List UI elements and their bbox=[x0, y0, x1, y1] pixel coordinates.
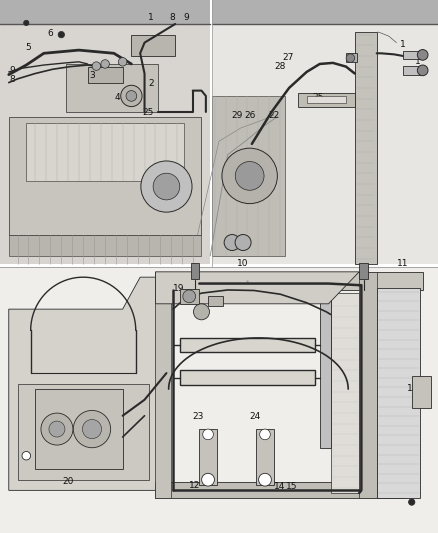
Circle shape bbox=[121, 85, 142, 107]
Text: 9: 9 bbox=[183, 13, 189, 21]
Text: 18: 18 bbox=[407, 384, 418, 392]
Circle shape bbox=[73, 410, 111, 448]
Polygon shape bbox=[0, 0, 210, 264]
Circle shape bbox=[346, 54, 355, 62]
Polygon shape bbox=[412, 376, 431, 408]
Circle shape bbox=[235, 161, 264, 190]
Text: 14: 14 bbox=[274, 482, 285, 490]
Circle shape bbox=[82, 419, 102, 439]
Text: 25: 25 bbox=[312, 93, 323, 101]
Polygon shape bbox=[155, 272, 359, 304]
Polygon shape bbox=[212, 0, 438, 24]
Text: 1: 1 bbox=[148, 13, 154, 21]
Circle shape bbox=[203, 429, 213, 440]
Polygon shape bbox=[256, 429, 274, 485]
Polygon shape bbox=[35, 389, 123, 469]
Text: 1: 1 bbox=[400, 41, 406, 49]
Polygon shape bbox=[377, 288, 420, 498]
Circle shape bbox=[194, 304, 209, 320]
Polygon shape bbox=[212, 0, 438, 264]
Circle shape bbox=[409, 499, 415, 505]
Circle shape bbox=[258, 473, 272, 486]
Circle shape bbox=[58, 31, 64, 38]
Circle shape bbox=[92, 62, 101, 70]
Polygon shape bbox=[26, 123, 184, 181]
Text: 27: 27 bbox=[283, 53, 294, 62]
Polygon shape bbox=[0, 0, 210, 24]
Polygon shape bbox=[298, 93, 355, 107]
Text: 1: 1 bbox=[415, 58, 421, 66]
Polygon shape bbox=[320, 298, 331, 448]
Text: 16: 16 bbox=[197, 306, 208, 314]
Text: 29: 29 bbox=[232, 111, 243, 119]
Text: 5: 5 bbox=[25, 44, 32, 52]
Text: 8: 8 bbox=[9, 76, 15, 84]
Circle shape bbox=[24, 20, 29, 26]
Text: 4: 4 bbox=[115, 93, 120, 101]
Text: 10: 10 bbox=[237, 260, 249, 268]
Polygon shape bbox=[191, 263, 199, 279]
Polygon shape bbox=[155, 272, 171, 498]
Text: 11: 11 bbox=[397, 260, 409, 268]
Circle shape bbox=[153, 173, 180, 200]
Polygon shape bbox=[346, 53, 357, 62]
Circle shape bbox=[224, 235, 240, 251]
Polygon shape bbox=[359, 272, 377, 498]
Circle shape bbox=[235, 235, 251, 251]
Polygon shape bbox=[88, 67, 123, 83]
Text: 19: 19 bbox=[173, 285, 184, 293]
Circle shape bbox=[41, 413, 73, 445]
Polygon shape bbox=[180, 289, 199, 304]
Text: *: * bbox=[246, 279, 249, 286]
Polygon shape bbox=[212, 96, 285, 256]
Polygon shape bbox=[208, 296, 223, 306]
Polygon shape bbox=[131, 35, 175, 56]
Polygon shape bbox=[199, 429, 217, 485]
Text: 22: 22 bbox=[268, 111, 279, 119]
Circle shape bbox=[417, 65, 428, 76]
Polygon shape bbox=[307, 96, 346, 103]
Polygon shape bbox=[9, 235, 201, 256]
Polygon shape bbox=[9, 277, 162, 490]
Text: 9: 9 bbox=[9, 66, 15, 75]
Circle shape bbox=[118, 58, 127, 66]
Text: 15: 15 bbox=[286, 482, 297, 490]
Polygon shape bbox=[180, 338, 315, 352]
Circle shape bbox=[141, 161, 192, 212]
Circle shape bbox=[126, 91, 137, 101]
Polygon shape bbox=[180, 370, 315, 385]
Polygon shape bbox=[18, 384, 149, 480]
Text: 6: 6 bbox=[47, 29, 53, 37]
Polygon shape bbox=[359, 263, 368, 279]
Polygon shape bbox=[9, 117, 201, 235]
Circle shape bbox=[260, 429, 270, 440]
Polygon shape bbox=[66, 64, 158, 112]
Text: 23: 23 bbox=[193, 413, 204, 421]
Polygon shape bbox=[403, 51, 420, 59]
Polygon shape bbox=[403, 66, 420, 75]
Polygon shape bbox=[155, 272, 423, 290]
Circle shape bbox=[101, 60, 110, 68]
Text: 2: 2 bbox=[148, 79, 154, 88]
Polygon shape bbox=[331, 293, 359, 493]
Text: 20: 20 bbox=[62, 478, 74, 486]
Circle shape bbox=[201, 473, 215, 486]
Polygon shape bbox=[155, 482, 406, 498]
Text: 26: 26 bbox=[244, 111, 255, 119]
Polygon shape bbox=[355, 32, 377, 264]
Text: 13: 13 bbox=[209, 297, 220, 305]
Text: 28: 28 bbox=[275, 62, 286, 70]
Text: 8: 8 bbox=[169, 13, 175, 21]
Circle shape bbox=[222, 148, 277, 204]
Circle shape bbox=[417, 50, 428, 60]
Text: 25: 25 bbox=[142, 109, 154, 117]
Circle shape bbox=[22, 451, 31, 460]
Text: 12: 12 bbox=[189, 481, 201, 489]
Text: 24: 24 bbox=[249, 413, 261, 421]
Circle shape bbox=[183, 290, 196, 303]
Circle shape bbox=[49, 421, 65, 437]
Text: 3: 3 bbox=[89, 71, 95, 80]
Polygon shape bbox=[0, 266, 438, 533]
